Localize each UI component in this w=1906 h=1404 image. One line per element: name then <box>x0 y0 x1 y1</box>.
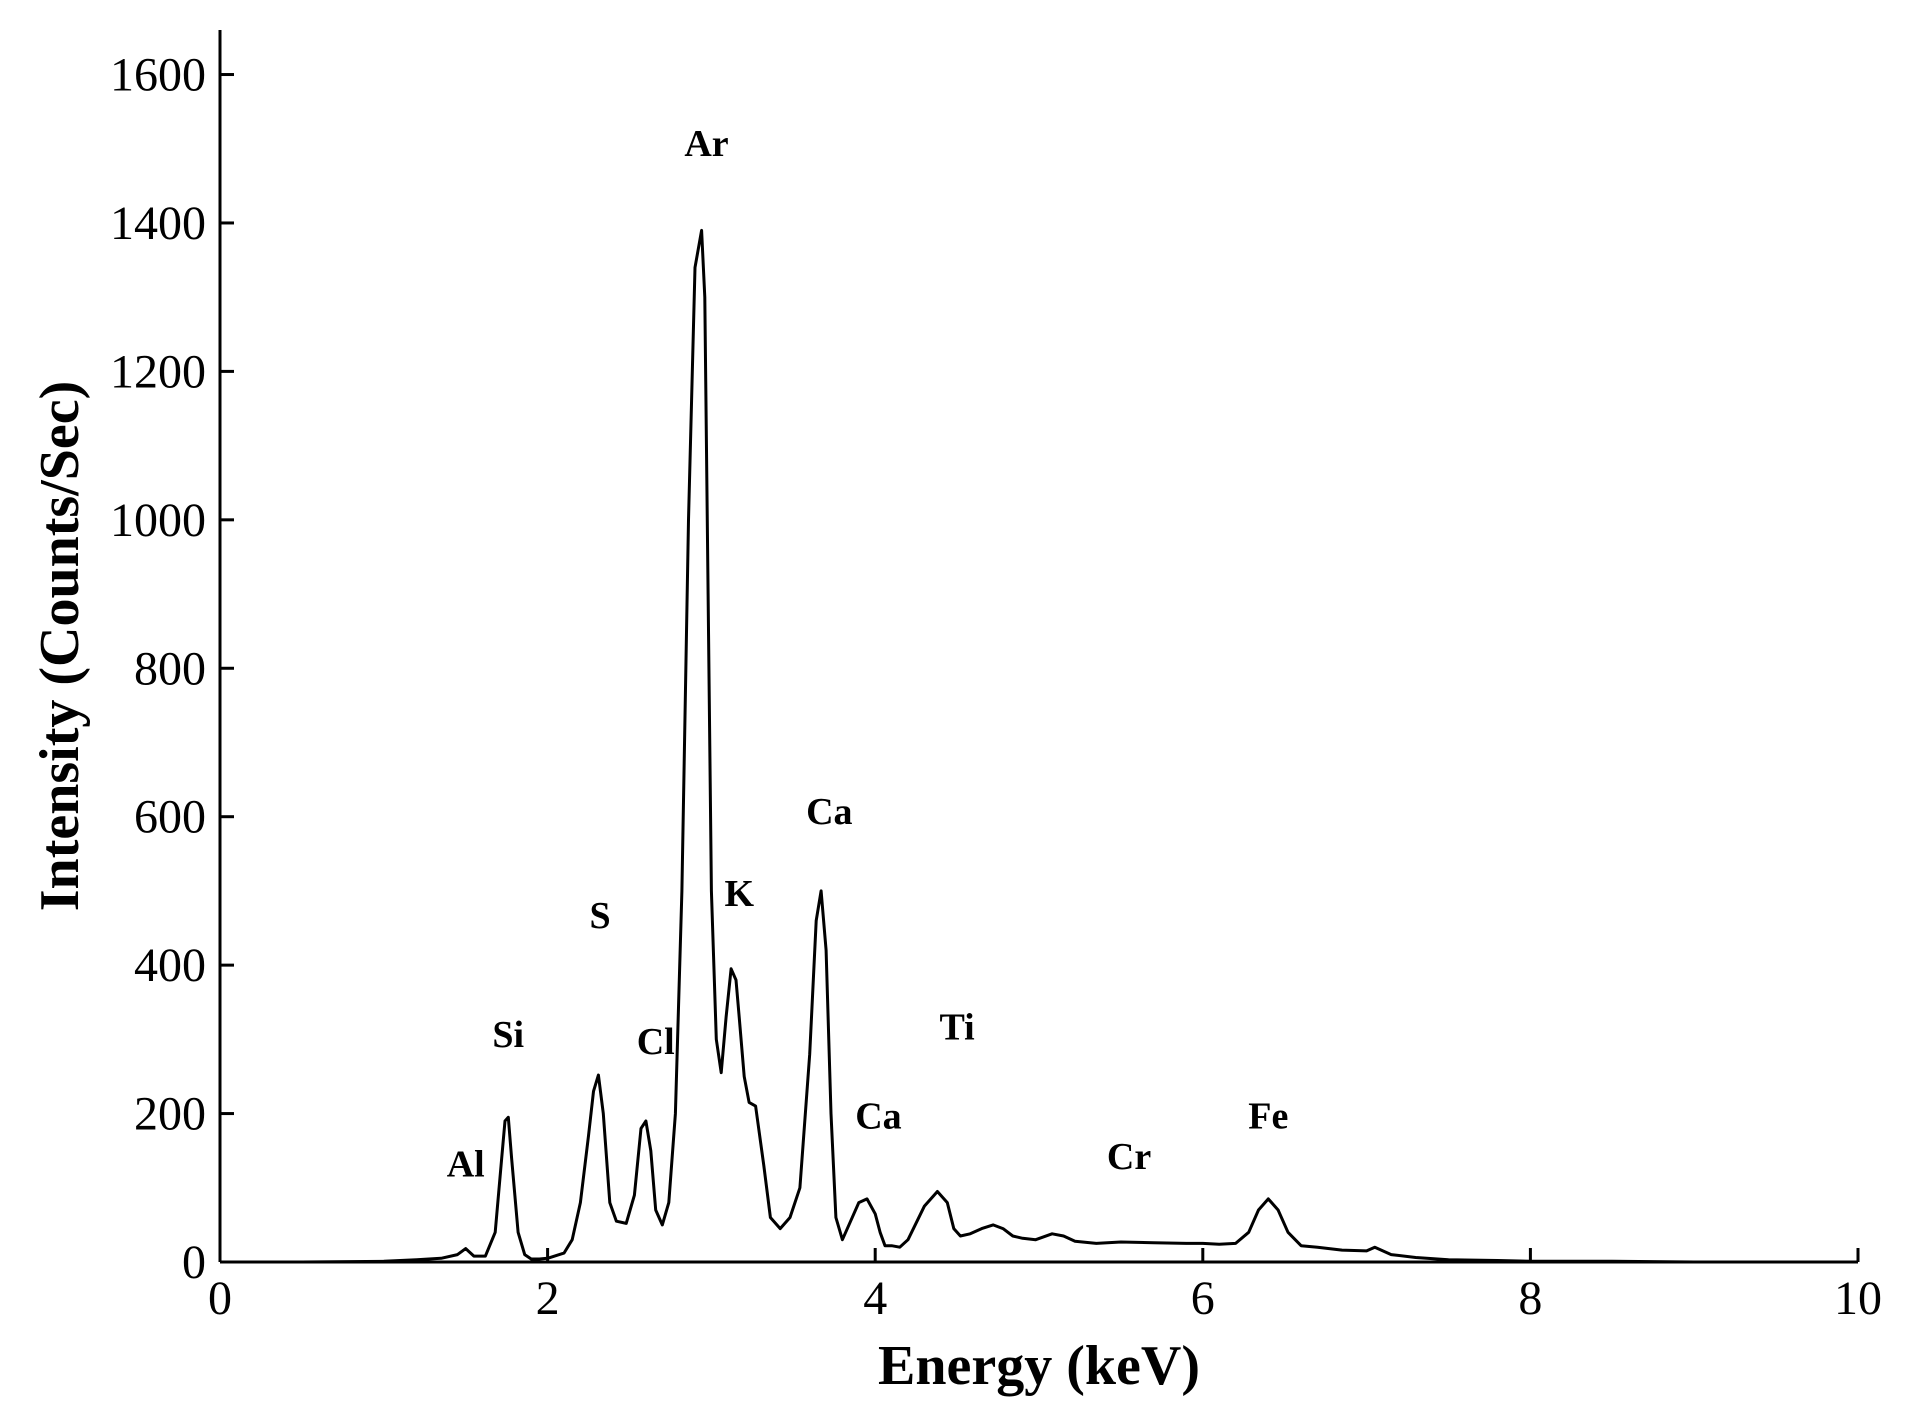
peak-label-ca: Ca <box>806 791 852 833</box>
x-tick-label: 4 <box>863 1272 887 1325</box>
peak-label-ar: Ar <box>684 123 728 165</box>
x-tick-label: 2 <box>536 1272 560 1325</box>
y-tick-label: 600 <box>134 791 206 844</box>
x-tick-label: 6 <box>1191 1272 1215 1325</box>
peak-label-s: S <box>589 895 610 937</box>
peak-label-ti: Ti <box>939 1006 974 1048</box>
y-axis-title: Intensity (Counts/Sec) <box>29 381 91 911</box>
peak-label-cr: Cr <box>1107 1136 1151 1178</box>
x-axis-title: Energy (keV) <box>878 1335 1200 1397</box>
y-tick-label: 1400 <box>110 197 206 250</box>
y-tick-label: 1000 <box>110 494 206 547</box>
y-tick-label: 800 <box>134 642 206 695</box>
y-tick-label: 0 <box>182 1236 206 1289</box>
plot-area: 0 200 400 600 800 1000 1200 1400 1600 0 2 4 6 8 10 Al… <box>110 30 1882 1325</box>
x-tick-label: 10 <box>1834 1272 1882 1325</box>
y-tick-label: 1200 <box>110 345 206 398</box>
x-axis-ticks: 0 2 4 6 8 10 <box>208 1248 1882 1325</box>
y-tick-label: 1600 <box>110 49 206 102</box>
y-axis-ticks: 0 200 400 600 800 1000 1200 1400 1600 <box>110 49 234 1289</box>
peak-label-al: Al <box>447 1144 485 1186</box>
x-tick-label: 8 <box>1518 1272 1542 1325</box>
y-tick-label: 200 <box>134 1088 206 1141</box>
peak-label-si: Si <box>492 1014 524 1056</box>
peak-label-cl: Cl <box>637 1021 675 1063</box>
peak-label-fe: Fe <box>1248 1095 1288 1137</box>
x-tick-label: 0 <box>208 1272 232 1325</box>
peak-label-ca: Ca <box>855 1095 901 1137</box>
spectrum-series-line <box>220 228 1858 1264</box>
peak-labels: Al Si S Cl Ar K Ca Ca Ti Cr Fe <box>447 123 1289 1185</box>
y-tick-label: 400 <box>134 939 206 992</box>
peak-label-k: K <box>724 873 754 915</box>
